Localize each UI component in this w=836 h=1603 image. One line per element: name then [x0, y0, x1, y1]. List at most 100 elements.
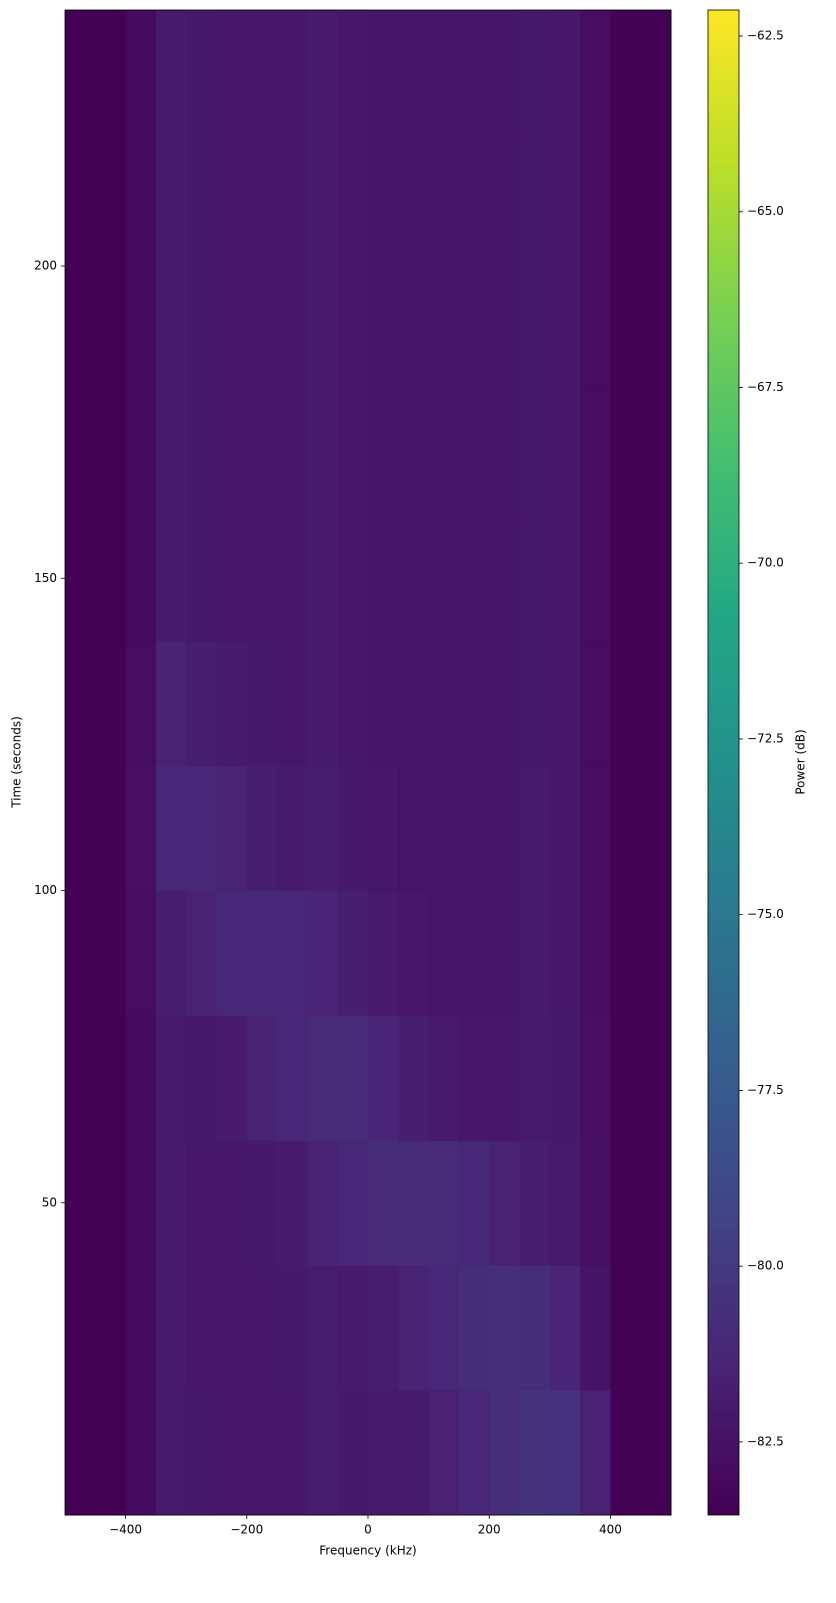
- heatmap-cell: [458, 1140, 490, 1266]
- heatmap-cell: [277, 266, 308, 392]
- heatmap-cell: [640, 1140, 672, 1266]
- heatmap-cell: [398, 1140, 430, 1266]
- heatmap-cell: [95, 390, 127, 517]
- heatmap-cell: [580, 390, 611, 517]
- heatmap-cell: [95, 1140, 127, 1266]
- heatmap-cell: [398, 141, 430, 267]
- heatmap-cell: [640, 1265, 672, 1391]
- heatmap-cell: [216, 1265, 248, 1391]
- heatmap-cell: [489, 765, 520, 892]
- heatmap-cell: [549, 141, 581, 267]
- heatmap-cell: [368, 1140, 399, 1266]
- heatmap-cell: [519, 1140, 551, 1266]
- heatmap-cell: [246, 266, 278, 392]
- heatmap-cell: [216, 1140, 248, 1266]
- heatmap-cell: [458, 141, 490, 267]
- heatmap-cell: [549, 890, 581, 1016]
- heatmap-cell: [307, 390, 339, 517]
- heatmap-cell: [95, 515, 127, 642]
- heatmap-cell: [428, 141, 460, 267]
- heatmap-cell: [337, 10, 369, 142]
- heatmap-cell: [580, 1140, 611, 1266]
- heatmap-cell: [337, 1390, 369, 1516]
- heatmap-cell: [216, 390, 248, 517]
- heatmap-cell: [519, 890, 551, 1016]
- heatmap-cell: [489, 1265, 520, 1391]
- heatmap-cell: [95, 1015, 127, 1141]
- heatmap-cell: [368, 10, 399, 142]
- heatmap-cell: [398, 10, 430, 142]
- heatmap-cell: [428, 890, 460, 1016]
- heatmap-cell: [125, 390, 157, 517]
- heatmap-cell: [458, 390, 490, 517]
- heatmap-cell: [458, 1265, 490, 1391]
- heatmap-cell: [580, 141, 611, 267]
- heatmap-cell: [368, 266, 399, 392]
- heatmap-cell: [610, 890, 642, 1016]
- heatmap-cell: [489, 1140, 520, 1266]
- heatmap: [65, 10, 672, 1516]
- colorbar-tick-label: −72.5: [747, 731, 784, 745]
- heatmap-cell: [65, 1140, 96, 1266]
- heatmap-cell: [519, 1265, 551, 1391]
- heatmap-cell: [489, 266, 520, 392]
- heatmap-cell: [186, 890, 217, 1016]
- x-tick-label: −200: [230, 1523, 263, 1537]
- heatmap-cell: [519, 10, 551, 142]
- heatmap-cell: [65, 515, 96, 642]
- heatmap-cell: [125, 1390, 157, 1516]
- heatmap-cell: [458, 1390, 490, 1516]
- heatmap-cell: [246, 1015, 278, 1141]
- heatmap-cell: [307, 890, 339, 1016]
- heatmap-cell: [65, 890, 96, 1016]
- heatmap-cell: [95, 1265, 127, 1391]
- heatmap-cell: [277, 390, 308, 517]
- heatmap-cell: [155, 1390, 187, 1516]
- heatmap-cell: [428, 640, 460, 767]
- heatmap-cell: [580, 640, 611, 767]
- heatmap-cell: [337, 890, 369, 1016]
- heatmap-cell: [580, 266, 611, 392]
- heatmap-cell: [186, 640, 217, 767]
- heatmap-cell: [95, 890, 127, 1016]
- heatmap-cell: [186, 10, 217, 142]
- colorbar: [707, 9, 740, 1516]
- heatmap-cell: [65, 1015, 96, 1141]
- heatmap-cell: [610, 1015, 642, 1141]
- heatmap-cell: [246, 515, 278, 642]
- heatmap-cell: [125, 141, 157, 267]
- heatmap-cell: [610, 390, 642, 517]
- heatmap-cell: [246, 1265, 278, 1391]
- heatmap-cell: [640, 640, 672, 767]
- heatmap-cell: [489, 390, 520, 517]
- heatmap-cell: [277, 1265, 308, 1391]
- heatmap-cell: [95, 10, 127, 142]
- heatmap-cell: [368, 515, 399, 642]
- heatmap-cell: [95, 765, 127, 892]
- x-tick-label: 400: [599, 1523, 622, 1537]
- y-tick-label: 50: [42, 1195, 57, 1209]
- heatmap-cell: [307, 1265, 339, 1391]
- heatmap-cell: [155, 765, 187, 892]
- heatmap-cell: [65, 390, 96, 517]
- heatmap-cell: [155, 141, 187, 267]
- heatmap-cell: [95, 640, 127, 767]
- heatmap-cell: [398, 1390, 430, 1516]
- y-tick-label: 100: [34, 883, 57, 897]
- heatmap-cell: [580, 10, 611, 142]
- heatmap-cell: [246, 390, 278, 517]
- heatmap-cell: [307, 1140, 339, 1266]
- heatmap-cell: [186, 1140, 217, 1266]
- heatmap-cell: [277, 1140, 308, 1266]
- heatmap-cell: [368, 390, 399, 517]
- heatmap-cell: [155, 1140, 187, 1266]
- heatmap-cell: [398, 515, 430, 642]
- heatmap-cell: [368, 765, 399, 892]
- colorbar-tick-label: −65.0: [747, 204, 784, 218]
- heatmap-cell: [155, 1265, 187, 1391]
- colorbar-tick-label: −62.5: [747, 29, 784, 43]
- heatmap-cell: [489, 640, 520, 767]
- colorbar-tick-label: −75.0: [747, 907, 784, 921]
- heatmap-cell: [428, 1390, 460, 1516]
- heatmap-cell: [216, 1390, 248, 1516]
